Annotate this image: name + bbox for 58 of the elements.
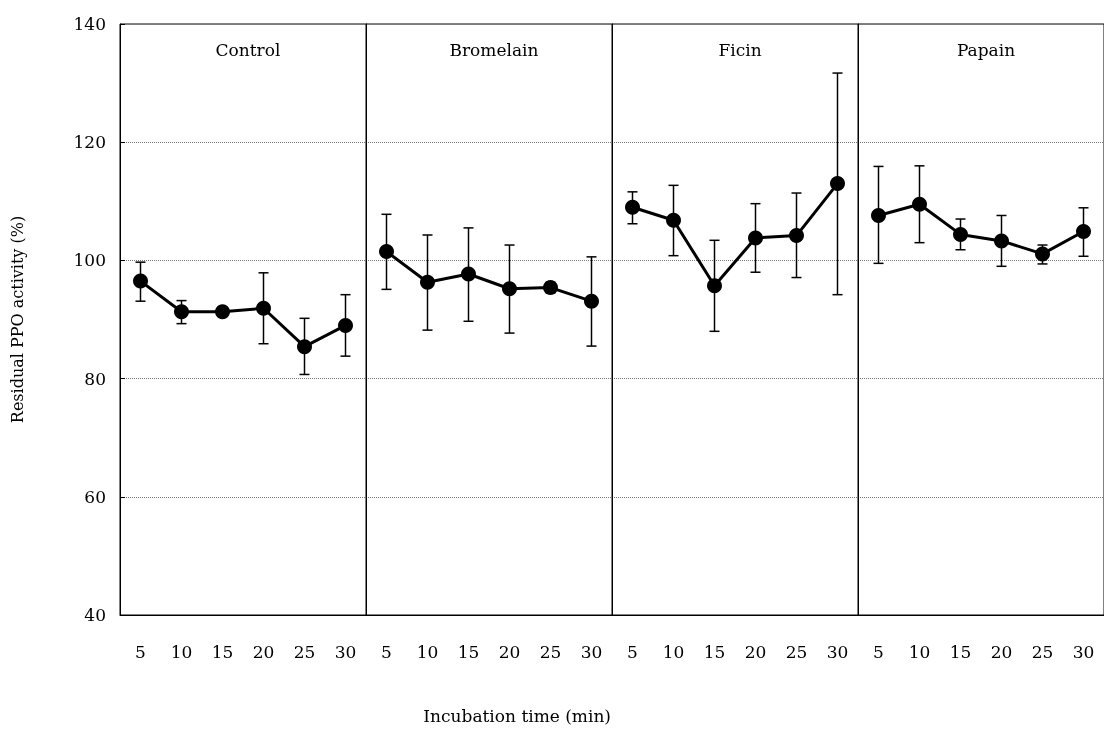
x-tick-label: 5 <box>135 641 146 662</box>
point <box>748 230 763 246</box>
x-tick-label: 30 <box>334 641 357 662</box>
point <box>379 244 394 260</box>
point <box>584 293 599 309</box>
text: Bromelain <box>449 39 539 60</box>
y-axis-title: Residual PPO activity (%) <box>7 215 27 424</box>
point <box>1076 223 1091 239</box>
x-tick-label: 10 <box>416 641 439 662</box>
y-tick-label: 140 <box>73 14 106 34</box>
point <box>871 207 886 223</box>
y-tick-label: 100 <box>73 250 106 271</box>
point <box>174 304 189 320</box>
x-axis-title: Incubation time (min) <box>423 705 612 726</box>
point <box>666 212 681 228</box>
text: Control <box>215 39 281 60</box>
x-tick-label: 30 <box>1072 641 1095 662</box>
x-tick-label: 5 <box>381 641 392 662</box>
x-tick-label: 15 <box>703 641 726 662</box>
x-tick-label: 20 <box>990 641 1013 662</box>
point <box>994 233 1009 249</box>
x-tick-label: 30 <box>580 641 603 662</box>
point <box>625 199 640 215</box>
point <box>953 226 968 242</box>
y-tick-label: 60 <box>84 486 106 507</box>
x-tick-label: 10 <box>908 641 931 662</box>
x-tick-label: 5 <box>627 641 638 662</box>
point <box>420 274 435 290</box>
x-tick-label: 10 <box>170 641 193 662</box>
point <box>502 281 517 297</box>
point <box>133 273 148 289</box>
point <box>707 278 722 294</box>
x-tick-label: 20 <box>252 641 275 662</box>
x-tick-label: 25 <box>785 641 808 662</box>
point <box>830 176 845 192</box>
point <box>912 196 927 212</box>
point <box>461 266 476 282</box>
y-tick-label: 120 <box>73 132 106 153</box>
x-tick-label: 25 <box>1031 641 1054 662</box>
y-tick-label: 40 <box>84 605 106 625</box>
x-tick-label: 20 <box>744 641 767 662</box>
x-tick-label: 15 <box>211 641 234 662</box>
x-tick-label: 5 <box>873 641 884 662</box>
text: Ficin <box>718 39 762 60</box>
text: Papain <box>956 39 1016 60</box>
x-tick-label: 15 <box>949 641 972 662</box>
point <box>338 317 353 333</box>
y-tick-label: 80 <box>84 368 106 389</box>
point <box>215 304 230 320</box>
x-tick-label: 30 <box>826 641 849 662</box>
x-tick-label: 15 <box>457 641 480 662</box>
x-tick-label: 10 <box>662 641 685 662</box>
x-tick-label: 25 <box>539 641 562 662</box>
point <box>256 300 271 316</box>
point <box>789 228 804 244</box>
x-tick-label: 20 <box>498 641 521 662</box>
x-tick-label: 25 <box>293 641 316 662</box>
point <box>297 339 312 355</box>
